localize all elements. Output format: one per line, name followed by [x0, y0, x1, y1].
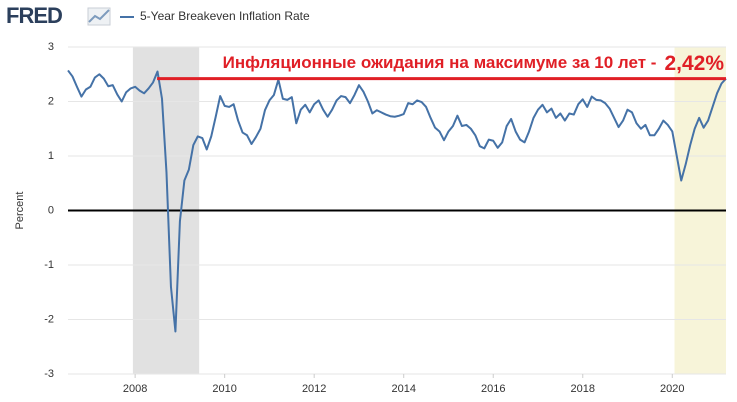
x-tick-label: 2020 — [660, 383, 684, 395]
y-tick-label: 0 — [48, 204, 54, 216]
logo-icon — [87, 7, 111, 26]
logo: FRED — [6, 3, 62, 28]
x-tick-label: 2010 — [212, 383, 236, 395]
x-tick-label: 2014 — [391, 383, 415, 395]
y-tick-label: -3 — [44, 368, 54, 380]
annotation: Инфляционные ожидания на максимуме за 10… — [223, 52, 725, 75]
annotation-value: 2,42% — [664, 52, 724, 75]
y-tick-label: 3 — [48, 41, 54, 53]
x-tick-label: 2018 — [571, 383, 595, 395]
x-tick-label: 2012 — [302, 383, 326, 395]
x-tick-label: 2016 — [481, 383, 505, 395]
y-tick-label: -2 — [44, 313, 54, 325]
y-tick-label: -1 — [44, 259, 54, 271]
y-axis-label: Percent — [14, 192, 26, 230]
y-tick-label: 1 — [48, 150, 54, 162]
annotation-text: Инфляционные ожидания на максимуме за 10… — [223, 53, 657, 72]
x-tick-label: 2008 — [123, 383, 147, 395]
series-line — [67, 69, 727, 333]
y-tick-label: 2 — [48, 95, 54, 107]
legend-label: 5-Year Breakeven Inflation Rate — [140, 9, 310, 23]
